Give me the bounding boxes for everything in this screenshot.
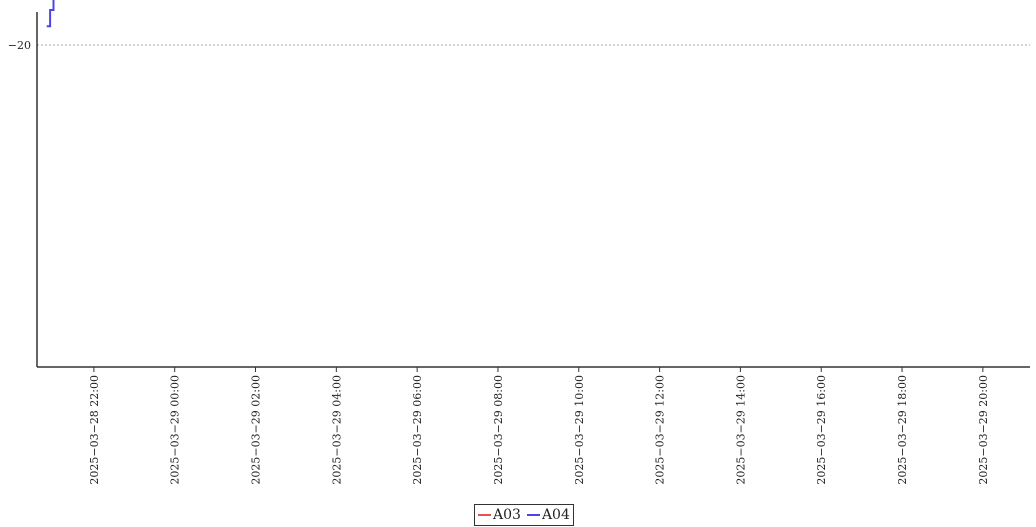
legend-swatch-a03 bbox=[478, 514, 491, 516]
legend-swatch-a04 bbox=[526, 514, 540, 516]
x-tick-label-6: 2025−03−29 10:00 bbox=[573, 375, 586, 485]
x-tick-label-8: 2025−03−29 14:00 bbox=[734, 375, 747, 485]
legend-item-a03[interactable]: A03 bbox=[478, 507, 521, 523]
x-tick-label-7: 2025−03−29 12:00 bbox=[654, 375, 667, 485]
x-tick-label-5: 2025−03−29 08:00 bbox=[492, 375, 505, 485]
x-tick-label-9: 2025−03−29 16:00 bbox=[815, 375, 828, 485]
x-tick-label-1: 2025−03−29 00:00 bbox=[169, 375, 182, 485]
x-tick-label-4: 2025−03−29 06:00 bbox=[411, 375, 424, 485]
x-tick-label-11: 2025−03−29 20:00 bbox=[977, 375, 990, 485]
y-tick-label-0: −20 bbox=[8, 39, 31, 52]
x-tick-label-0: 2025−03−28 22:00 bbox=[88, 375, 101, 485]
x-tick-label-3: 2025−03−29 04:00 bbox=[330, 375, 343, 485]
series-line-a04 bbox=[46, 0, 55, 28]
legend-label-a03: A03 bbox=[493, 507, 521, 523]
legend[interactable]: A03 A04 bbox=[474, 504, 574, 526]
legend-label-a04: A04 bbox=[541, 507, 570, 523]
x-tick-label-2: 2025−03−29 02:00 bbox=[250, 375, 263, 485]
x-tick-label-10: 2025−03−29 18:00 bbox=[896, 375, 909, 485]
legend-item-a04[interactable]: A04 bbox=[526, 507, 570, 523]
